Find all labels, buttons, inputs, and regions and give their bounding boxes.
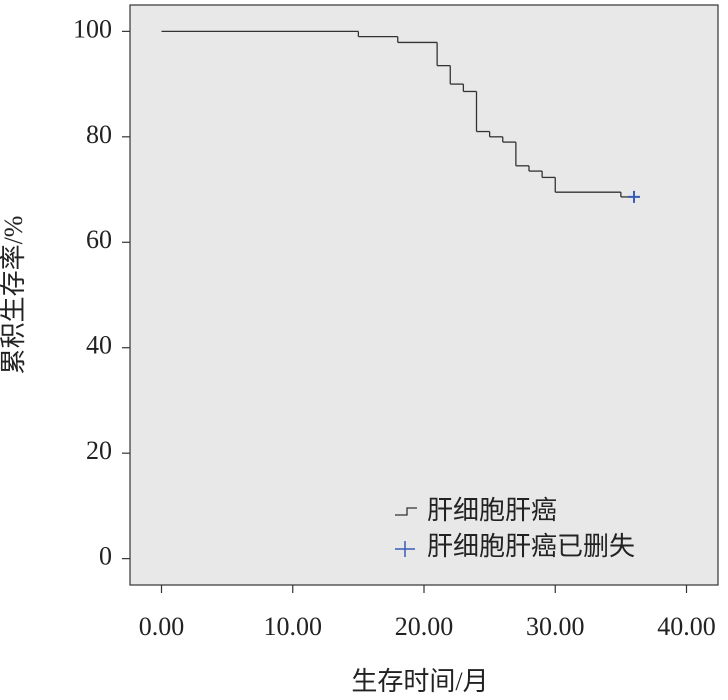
y-axis-title: 累积生存率/% xyxy=(0,216,28,375)
plot-area xyxy=(129,4,719,586)
y-tick-label: 20 xyxy=(86,436,112,465)
censor-mark xyxy=(628,190,640,203)
y-tick-label: 40 xyxy=(86,331,112,360)
x-tick-label: 30.00 xyxy=(526,612,585,641)
y-tick-label: 100 xyxy=(73,14,112,43)
y-tick-label: 60 xyxy=(86,225,112,254)
y-tick-label: 0 xyxy=(99,542,112,571)
x-tick-label: 0.00 xyxy=(139,612,185,641)
x-tick-label: 40.00 xyxy=(657,612,716,641)
y-tick-label: 80 xyxy=(86,120,112,149)
legend-symbol xyxy=(395,541,415,557)
x-tick-label: 10.00 xyxy=(264,612,323,641)
legend-label: 肝细胞肝癌 xyxy=(427,496,557,525)
legend-label: 肝细胞肝癌已删失 xyxy=(427,532,635,561)
x-tick-label: 20.00 xyxy=(395,612,454,641)
legend-symbol xyxy=(395,507,417,516)
x-axis-title: 生存时间/月 xyxy=(351,667,488,696)
